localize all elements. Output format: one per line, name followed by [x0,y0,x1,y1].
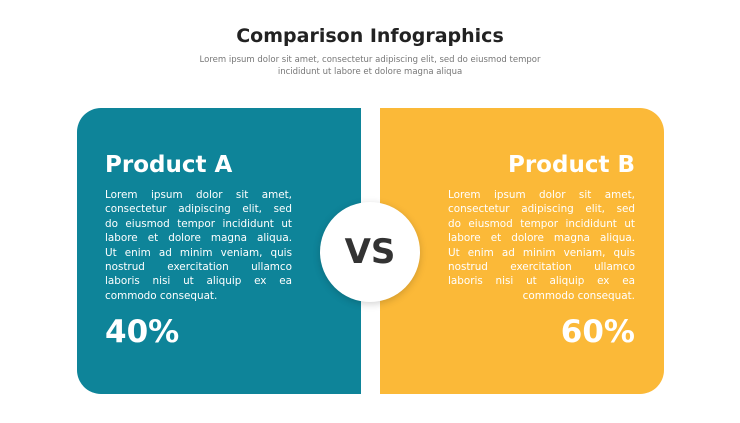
panel-title: Product A [105,152,233,178]
body-line: nostrud exercitation ullamco [448,261,635,274]
body-line: Lorem ipsum dolor sit amet, [105,189,292,201]
panel: Product A Lorem ipsum dolor sit amet, cons… [77,108,361,394]
body-line: consectetur adipiscing elit, sed [448,203,635,216]
body-line: labore et dolore magna aliqua. [105,232,292,245]
panel-percent: 60% [560,314,635,350]
body-line: nostrud exercitation ullamco [105,261,292,274]
body-line: Lorem ipsum dolor sit amet, [448,189,635,201]
subtitle: Lorem ipsum dolor sit amet, consectetur … [199,55,541,65]
title: Comparison Infographics [236,25,504,47]
body-line: laboris nisi ut aliquip ex ea [105,275,292,288]
vs-badge: VS [320,202,420,302]
panel: Product B Lorem ipsum dolor sit amet, cons… [380,108,664,394]
body-line: commodo consequat. [105,289,218,302]
panel-body: Lorem ipsum dolor sit amet, consectetur a… [448,188,635,303]
subtitle: incididunt ut labore et dolore magna ali… [277,67,463,77]
panel-percent: 40% [105,314,180,350]
panel-title: Product B [507,152,635,178]
body-line: do eiusmod tempor incididunt ut [105,217,292,230]
body-line: Ut enim ad minim veniam, quis [105,246,292,259]
panel-body: Lorem ipsum dolor sit amet, consectetur a… [105,188,292,303]
body-line: Ut enim ad minim veniam, quis [448,246,635,259]
body-line: do eiusmod tempor incididunt ut [448,217,635,230]
body-line: laboris nisi ut aliquip ex ea [448,275,635,288]
body-line: labore et dolore magna aliqua. [448,232,635,245]
body-line: consectetur adipiscing elit, sed [105,203,292,216]
body-line: commodo consequat. [522,289,635,302]
